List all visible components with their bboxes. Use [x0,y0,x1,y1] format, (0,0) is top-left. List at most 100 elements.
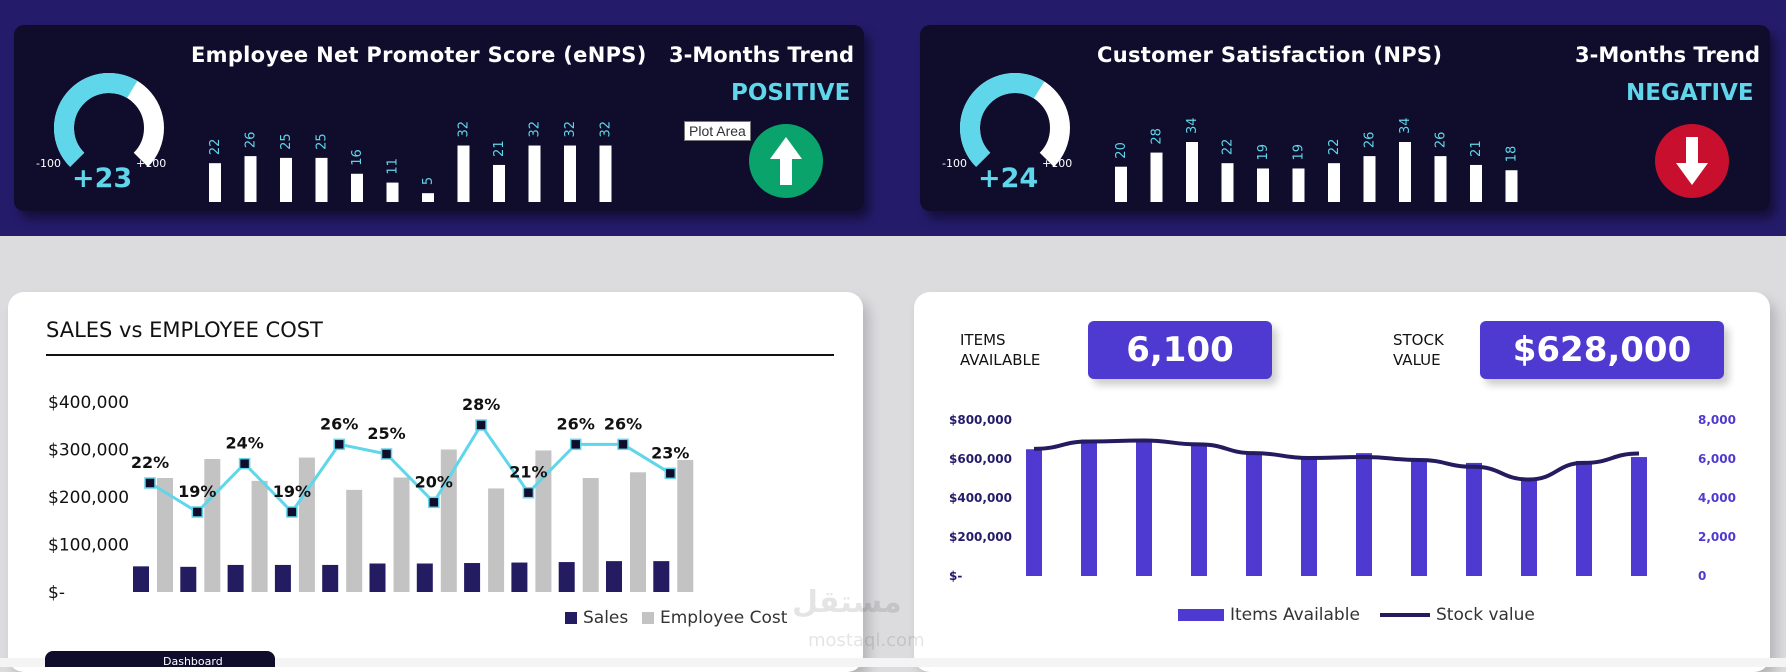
ratio-point[interactable] [333,438,345,451]
cost-bar[interactable] [204,459,221,592]
kpi-bar[interactable] [315,157,328,202]
sheet-tab[interactable] [45,651,275,667]
cost-bar[interactable] [677,459,694,592]
kpi-bar[interactable] [457,145,470,202]
sales-bar[interactable] [369,563,386,593]
kpi-bar[interactable] [564,145,576,202]
kpi-bar-label: 19 [1292,144,1307,161]
kpi-bar[interactable] [493,164,505,202]
sales-bar[interactable] [322,564,339,592]
kpi-bar[interactable] [1221,163,1234,202]
y-left-tick-label: $400,000 [949,491,1012,505]
ratio-point[interactable] [617,438,629,451]
y-left-tick-label: $800,000 [949,413,1012,427]
ratio-point[interactable] [664,467,677,480]
kpi-bar-label: 32 [599,121,614,138]
sales-bar[interactable] [511,562,528,592]
sales-bar[interactable] [274,564,291,592]
items-bar[interactable] [1081,439,1097,577]
ratio-point[interactable] [238,457,251,470]
ratio-point[interactable] [191,506,204,518]
stock-value-label: STOCK VALUE [1393,331,1444,369]
kpi-bar[interactable] [1505,170,1518,202]
kpi-bar[interactable] [351,173,363,202]
items-bar[interactable] [1631,457,1647,576]
cost-bar[interactable] [298,457,315,592]
y-right-tick-label: 0 [1698,569,1706,583]
stock-value-line[interactable] [1033,438,1640,482]
kpi-bar[interactable] [1186,142,1198,202]
items-bar[interactable] [1301,457,1317,576]
kpi-bar[interactable] [1115,166,1127,202]
ratio-point[interactable] [428,496,440,509]
cost-bar[interactable] [251,480,268,592]
kpi-bar[interactable] [1434,156,1447,202]
sales-chart[interactable]: $- $100,000 $200,000 $300,000 $400,000 22% 19%… [8,362,863,612]
ratio-point[interactable] [144,477,156,489]
sales-bar[interactable] [416,563,433,593]
inventory-chart[interactable]: $- $200,000 $400,000 $600,000 $800,000 0 2,000… [914,392,1770,602]
legend-stock-swatch [1380,613,1430,617]
gauge-fill [54,73,138,167]
items-bar[interactable] [1356,453,1372,576]
kpi-bar-label: 25 [315,133,330,150]
kpi-bar[interactable] [528,145,541,202]
cost-bar[interactable] [582,478,599,592]
cost-bar[interactable] [346,489,363,592]
kpi-bar[interactable] [244,156,257,202]
kpi-bar[interactable] [1470,164,1482,202]
items-bar[interactable] [1576,460,1592,576]
items-bar[interactable] [1136,439,1152,577]
arrow-down-icon [1655,124,1729,198]
ratio-point[interactable] [475,419,487,431]
y-right-tick-label: 4,000 [1698,491,1736,505]
cost-bar[interactable] [488,488,505,592]
legend-stock-value: Stock value [1380,605,1535,625]
items-bar[interactable] [1246,453,1262,576]
ratio-point[interactable] [522,486,535,499]
items-bar[interactable] [1466,462,1482,576]
kpi-bar[interactable] [209,163,221,202]
ratio-label: 21% [509,463,547,482]
stock-value-value: $628,000 [1480,321,1724,379]
sales-bar[interactable] [558,562,575,592]
ratio-point[interactable] [380,448,393,460]
cost-bar[interactable] [157,478,173,592]
y-left-tick-label: $- [949,569,962,583]
sales-bar[interactable] [653,561,670,592]
kpi-bar[interactable] [1257,168,1269,202]
ratio-line[interactable] [149,422,672,515]
kpi-bar[interactable] [1363,156,1376,202]
items-bar[interactable] [1026,449,1042,576]
y-right-tick-label: 6,000 [1698,452,1736,466]
ratio-point[interactable] [286,506,298,518]
kpi-bar[interactable] [599,145,612,202]
title-divider [46,354,834,356]
sales-bar[interactable] [606,561,622,592]
cost-bar[interactable] [393,477,410,592]
items-bar[interactable] [1411,459,1427,576]
enps-bar-chart[interactable]: 22 26 25 25 16 11 5 32 21 32 32 32 [204,85,644,210]
sheet-tab-label: Dashboard [163,655,223,668]
y-left-tick-label: $600,000 [949,452,1012,466]
sales-bar[interactable] [227,564,244,592]
sales-bar[interactable] [133,566,149,592]
kpi-bar[interactable] [1328,163,1340,202]
kpi-bar[interactable] [1292,168,1305,202]
kpi-bar-label: 25 [279,133,294,150]
kpi-bar[interactable] [1399,142,1411,202]
items-bar[interactable] [1191,443,1207,576]
cost-bar[interactable] [630,472,646,592]
cost-bar[interactable] [535,450,552,592]
kpi-bar[interactable] [1150,152,1163,202]
items-bar[interactable] [1521,480,1537,576]
kpi-bar[interactable] [422,193,434,202]
nps-bar-chart[interactable]: 20 28 34 22 19 19 22 26 34 26 21 18 [1110,85,1550,210]
enps-title: Employee Net Promoter Score (eNPS) [191,43,647,67]
enps-trend-title: 3-Months Trend [669,43,855,67]
kpi-bar[interactable] [280,157,292,202]
kpi-bar[interactable] [386,182,399,202]
ratio-point[interactable] [569,438,582,451]
sales-bar[interactable] [464,563,481,592]
sales-bar[interactable] [180,566,197,592]
